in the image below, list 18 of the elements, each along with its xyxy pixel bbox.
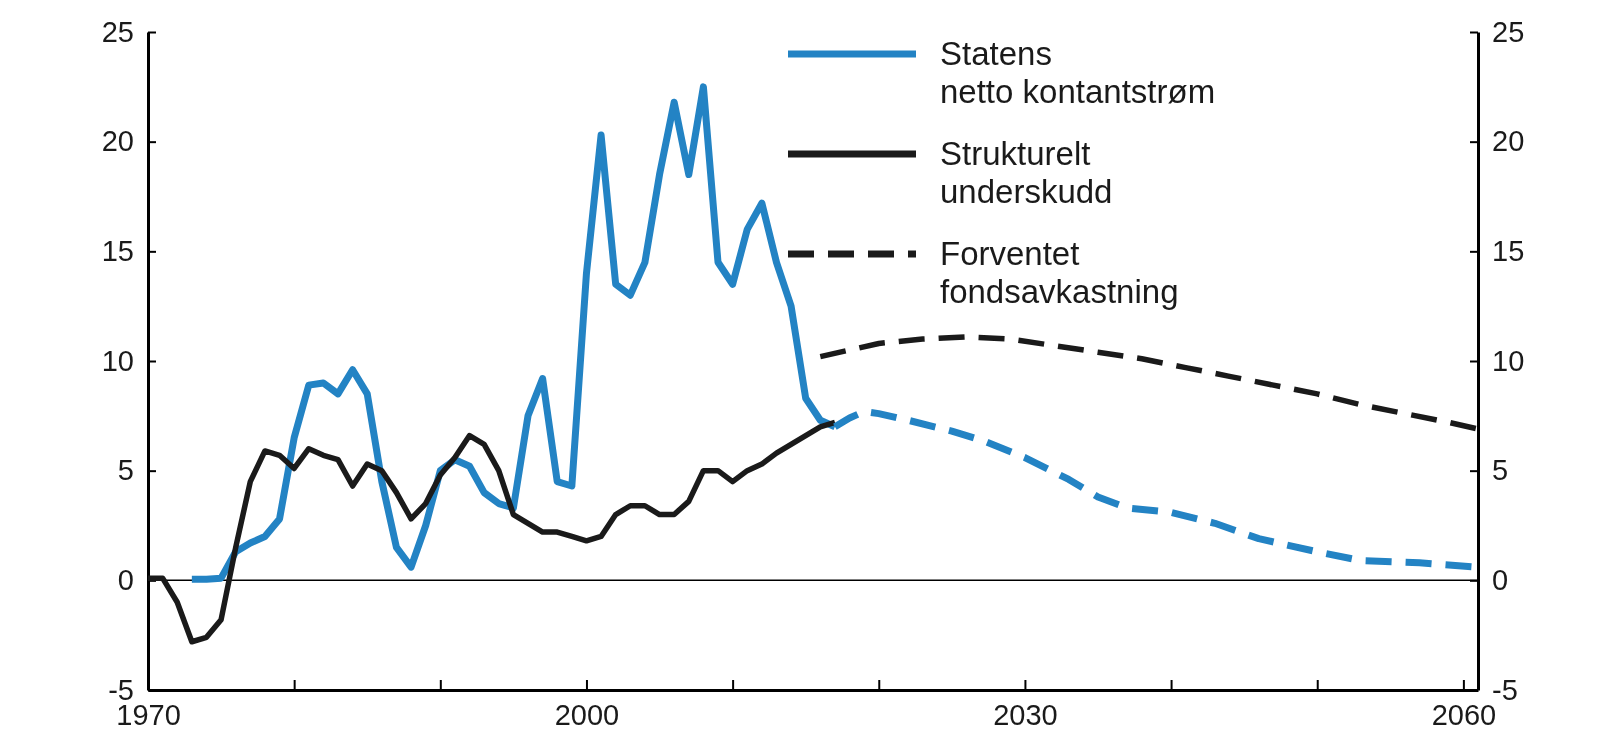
y2-tick-label: 25 — [1492, 15, 1525, 48]
y2-tick-label: 10 — [1492, 344, 1525, 377]
y-tick-label: 15 — [101, 235, 134, 268]
x-tick-label: 2000 — [554, 698, 620, 731]
y2-tick-label: 0 — [1492, 564, 1509, 597]
y-tick-label: 0 — [117, 564, 134, 597]
y-tick-label: 20 — [101, 125, 134, 158]
y2-tick-label: 15 — [1492, 235, 1525, 268]
y-tick-label: 5 — [117, 454, 134, 487]
legend-label: Statens netto kontantstrøm — [940, 35, 1216, 110]
y-tick-label: -5 — [108, 673, 134, 706]
y2-tick-label: 5 — [1492, 454, 1509, 487]
legend-label: Strukturelt underskudd — [940, 135, 1113, 210]
y2-tick-label: 20 — [1492, 125, 1525, 158]
legend-label: Forventet fondsavkastning — [940, 235, 1179, 310]
y-tick-label: 10 — [101, 344, 134, 377]
x-tick-label: 2030 — [993, 698, 1058, 731]
y-tick-label: 25 — [101, 15, 134, 48]
